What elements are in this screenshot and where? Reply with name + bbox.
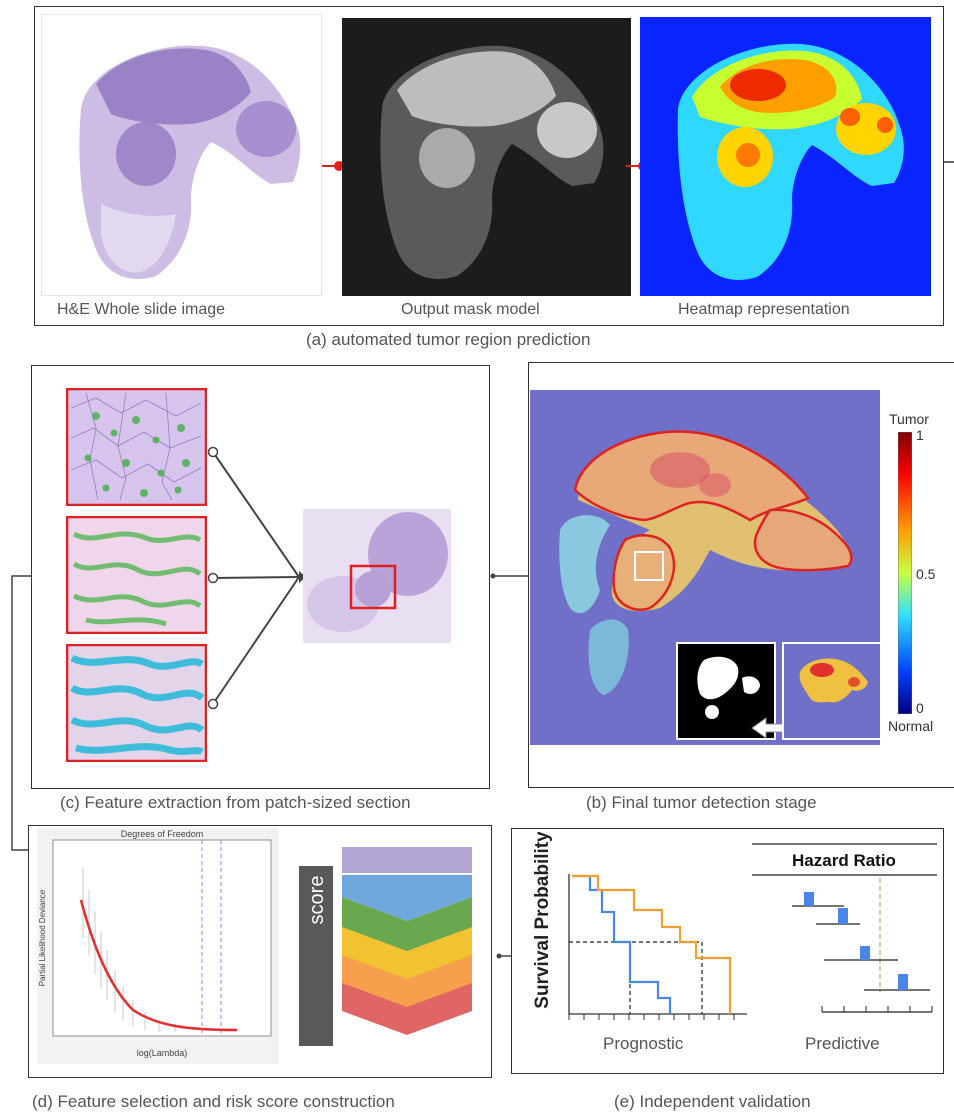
- prognostic-label: Prognostic: [603, 1034, 684, 1053]
- panel-e-caption: (e) Independent validation: [614, 1092, 811, 1111]
- panel-e-frame: [511, 828, 944, 1074]
- patch-feature-2: [66, 516, 207, 634]
- risk-chevron-stack: [342, 847, 472, 1035]
- heatmap-image: [640, 17, 931, 296]
- plot-ylabel: Partial Likelihood Deviance: [38, 889, 47, 986]
- panel-b-caption: (b) Final tumor detection stage: [586, 793, 817, 812]
- heatmap-image-label: Heatmap representation: [678, 301, 850, 318]
- patch-connectors: [207, 446, 306, 710]
- connector-c-d: [11, 575, 37, 853]
- survival-ylabel: Survival Probability: [532, 832, 553, 1009]
- colorbar-top-label: Tumor: [889, 411, 929, 427]
- plot-title: Degrees of Freedom: [121, 829, 204, 839]
- score-bar: score: [299, 866, 333, 1046]
- survival-plot: Survival Probability: [532, 832, 747, 1020]
- panel-a-caption: (a) automated tumor region prediction: [306, 330, 591, 349]
- he-image-label: H&E Whole slide image: [57, 301, 226, 318]
- connector-a1: [322, 161, 344, 171]
- patch-feature-1: [66, 388, 207, 506]
- score-label: score: [306, 876, 328, 925]
- panel-d-caption: (d) Feature selection and risk score con…: [32, 1092, 395, 1111]
- tumor-colorbar: [898, 432, 912, 714]
- output-mask-image: [342, 18, 631, 296]
- colorbar-tick-05: 0.5: [916, 566, 936, 582]
- hazard-ratio-plot: Hazard Ratio: [752, 843, 937, 1013]
- predictive-label: Predictive: [805, 1034, 880, 1053]
- inset-heatmap: [782, 642, 882, 740]
- patch-feature-3: [66, 644, 207, 762]
- colorbar-tick-1: 1: [916, 427, 924, 443]
- panel-a-right-connector: [944, 161, 954, 163]
- connector-c-b: [490, 573, 532, 579]
- he-whole-slide-image: [41, 14, 322, 296]
- panel-c-caption: (c) Feature extraction from patch-sized …: [60, 793, 411, 812]
- deviance-plot: Degrees of Freedom log(Lambda) Partial L…: [37, 828, 279, 1064]
- mask-image-label: Output mask model: [401, 301, 540, 318]
- source-patch-image: [303, 509, 451, 643]
- plot-xlabel: log(Lambda): [137, 1048, 188, 1058]
- colorbar-bottom-label: Normal: [888, 718, 934, 734]
- hazard-ratio-title: Hazard Ratio: [792, 851, 896, 870]
- colorbar-tick-0: 0: [916, 700, 924, 716]
